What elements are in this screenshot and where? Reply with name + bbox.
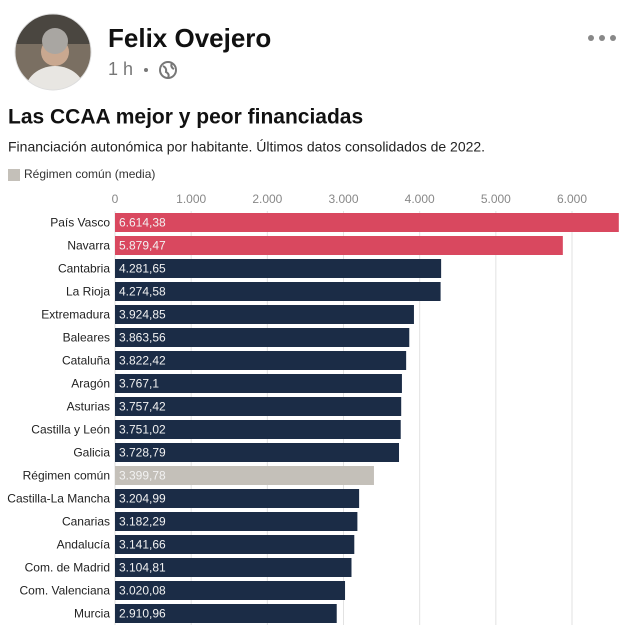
value-label: 4.274,58: [119, 285, 166, 299]
category-label: La Rioja: [66, 285, 110, 299]
category-label: Extremadura: [41, 308, 110, 322]
legend-swatch: [8, 169, 20, 181]
category-label: Asturias: [67, 400, 110, 414]
value-label: 3.751,02: [119, 423, 166, 437]
avatar-ring: [14, 13, 92, 91]
value-label: 3.141,66: [119, 538, 166, 552]
value-label: 6.614,38: [119, 216, 166, 230]
category-label: Castilla-La Mancha: [7, 492, 110, 506]
avatar[interactable]: [15, 14, 91, 118]
bar: [115, 236, 563, 255]
value-label: 3.767,1: [119, 377, 159, 391]
bar: [115, 213, 619, 232]
value-label: 5.879,47: [119, 239, 166, 253]
bar: [115, 420, 401, 439]
category-label: Cataluña: [62, 354, 110, 368]
value-label: 3.863,56: [119, 331, 166, 345]
bar: [115, 466, 374, 485]
bar: [115, 282, 441, 301]
value-label: 3.020,08: [119, 584, 166, 598]
value-label: 3.204,99: [119, 492, 166, 506]
category-label: Com. de Madrid: [25, 561, 110, 575]
x-tick-label: 4.000: [405, 192, 435, 206]
x-tick-label: 0: [112, 192, 119, 206]
category-label: Régimen común: [23, 469, 110, 483]
value-label: 3.399,78: [119, 469, 166, 483]
value-label: 3.757,42: [119, 400, 166, 414]
bar: [115, 351, 407, 370]
category-label: Baleares: [63, 331, 110, 345]
value-label: 3.924,85: [119, 308, 166, 322]
post-time[interactable]: 1 h: [108, 59, 133, 79]
chart-subtitle: Financiación autonómica por habitante. Ú…: [8, 139, 485, 155]
more-options[interactable]: [588, 35, 616, 41]
category-label: Galicia: [73, 446, 110, 460]
category-label: Navarra: [67, 239, 110, 253]
bar: [115, 581, 346, 600]
chart-title: Las CCAA mejor y peor financiadas: [8, 106, 363, 129]
x-tick-label: 1.000: [176, 192, 206, 206]
x-tick-label: 2.000: [252, 192, 282, 206]
bar: [115, 443, 400, 462]
author-name[interactable]: Felix Ovejero: [108, 23, 271, 53]
bar: [115, 374, 402, 393]
bar: [115, 558, 352, 577]
value-label: 3.104,81: [119, 561, 166, 575]
category-label: Com. Valenciana: [20, 584, 111, 598]
privacy-icon: [159, 61, 177, 79]
bar: [115, 489, 360, 508]
value-label: 3.182,29: [119, 515, 166, 529]
separator: [144, 68, 148, 72]
value-label: 3.728,79: [119, 446, 166, 460]
legend-label: Régimen común (media): [24, 167, 155, 181]
value-label: 3.822,42: [119, 354, 166, 368]
value-label: 4.281,65: [119, 262, 166, 276]
bar: [115, 604, 337, 623]
bar: [115, 328, 410, 347]
bar: [115, 305, 414, 324]
bar: [115, 259, 442, 278]
bar: [115, 397, 402, 416]
category-label: País Vasco: [50, 216, 110, 230]
category-label: Andalucía: [57, 538, 111, 552]
category-label: Castilla y León: [31, 423, 110, 437]
bar: [115, 535, 355, 554]
category-label: Cantabria: [58, 262, 110, 276]
x-tick-label: 3.000: [328, 192, 358, 206]
category-label: Aragón: [71, 377, 110, 391]
bar: [115, 512, 358, 531]
x-tick-label: 5.000: [481, 192, 511, 206]
category-label: Canarias: [62, 515, 110, 529]
category-label: Murcia: [74, 607, 110, 621]
value-label: 2.910,96: [119, 607, 166, 621]
x-tick-label: 6.000: [557, 192, 587, 206]
